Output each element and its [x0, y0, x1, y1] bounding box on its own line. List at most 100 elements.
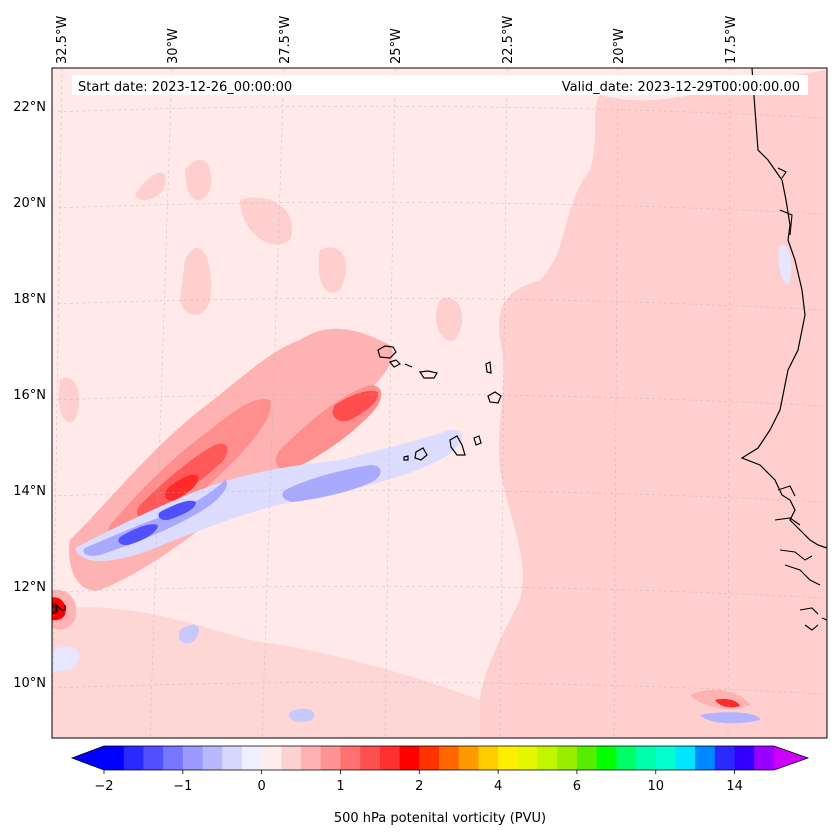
colorbar-segment: [241, 746, 263, 770]
colorbar-tick-label: −2: [94, 779, 113, 794]
moderate-pv-patch: [318, 247, 347, 293]
colorbar-segment: [399, 746, 420, 770]
colorbar-segment: [320, 746, 341, 770]
longitude-labels: 32.5°W 30°W 27.5°W 25°W 22.5°W 20°W 17.5…: [55, 16, 739, 64]
colorbar-segment: [222, 746, 243, 770]
colorbar-segment: [360, 746, 381, 770]
colorbar-tick-label: 14: [726, 779, 743, 794]
lon-label: 30°W: [166, 28, 181, 64]
moderate-pv-band-south: [52, 607, 480, 738]
negative-pv-patch: [178, 624, 200, 644]
colorbar-segment: [379, 746, 401, 770]
pv-spot-west-center: [52, 602, 59, 615]
negative-pv-core: [118, 524, 158, 546]
colorbar-segment: [695, 746, 716, 770]
colorbar-segment: [596, 746, 617, 770]
colorbar-segment: [576, 746, 598, 770]
lat-label: 16°N: [13, 388, 46, 403]
colorbar-segment: [734, 746, 755, 770]
negative-pv-core: [158, 500, 196, 521]
pv-spot-west-core: [52, 597, 66, 621]
coastline-detail: [774, 167, 827, 631]
lon-label: 22.5°W: [501, 16, 516, 64]
colorbar-segment: [143, 746, 164, 770]
colorbar-segment: [439, 746, 460, 770]
colorbar-segment: [517, 746, 539, 770]
pv-max-core: [165, 474, 199, 501]
negative-pv-patch: [778, 244, 792, 285]
colorbar-tick-label: 10: [647, 779, 664, 794]
lon-label: 27.5°W: [278, 16, 293, 64]
lon-label: 32.5°W: [55, 16, 70, 64]
moderate-pv-patch: [135, 172, 166, 201]
colorbar-tick-label: 1: [336, 779, 344, 794]
negative-pv-band-2: [282, 465, 381, 502]
lat-label: 22°N: [13, 100, 46, 115]
pv-spot-southeast-core: [715, 698, 740, 708]
colorbar-segment: [655, 746, 676, 770]
date-banner: [72, 75, 808, 95]
negative-pv-band-outer: [75, 430, 463, 562]
start-date-label: Start date: 2023-12-26_00:00:00: [78, 80, 292, 95]
moderate-pv-patch: [435, 298, 463, 341]
lon-label: 17.5°W: [724, 16, 739, 64]
colorbar-segment: [419, 746, 440, 770]
lon-label: 25°W: [389, 28, 404, 64]
pv-filament-core-2: [332, 390, 379, 422]
colorbar-tick-label: 0: [258, 779, 266, 794]
colorbar-segment: [675, 746, 696, 770]
colorbar-segment: [458, 746, 479, 770]
colorbar-ticks: −2 −1 0 1 2 4 6 10 14: [94, 770, 743, 794]
colorbar-tick-label: 4: [494, 779, 502, 794]
point-label: 2: [52, 604, 67, 612]
colorbar-tick-label: −1: [173, 779, 192, 794]
colorbar-segment: [301, 746, 322, 770]
colorbar-segment: [281, 746, 302, 770]
map-frame: [51, 67, 828, 739]
colorbar-segments: [104, 746, 775, 770]
colorbar-segment: [182, 746, 204, 770]
colorbar-extend-low: [72, 746, 104, 770]
africa-coastline: [740, 68, 827, 549]
colorbar-segment: [340, 746, 361, 770]
colorbar-segment: [557, 746, 578, 770]
colorbar-segment: [123, 746, 144, 770]
moderate-pv-patch: [240, 197, 292, 245]
gridlines: [52, 68, 827, 738]
moderate-pv-east-region: [478, 70, 827, 738]
negative-pv-patch: [700, 712, 760, 724]
lat-label: 12°N: [13, 580, 46, 595]
lat-label: 20°N: [13, 196, 46, 211]
colorbar-label: 500 hPa potenital vorticity (PVU): [334, 811, 546, 826]
colorbar-segment: [616, 746, 637, 770]
moderate-pv-patch: [185, 159, 211, 201]
map-panel: 2: [52, 68, 827, 738]
colorbar-tick-label: 6: [573, 779, 581, 794]
colorbar-segment: [537, 746, 558, 770]
valid-date-label: Valid_date: 2023-12-29T00:00:00.00: [562, 80, 800, 95]
negative-pv-patch: [52, 646, 80, 672]
colorbar-segment: [202, 746, 223, 770]
lat-label: 14°N: [13, 484, 46, 499]
colorbar-segment: [498, 746, 519, 770]
colorbar-segment: [104, 746, 125, 770]
colorbar-tick-label: 2: [415, 779, 423, 794]
negative-pv-band: [83, 480, 228, 556]
lat-label: 18°N: [13, 292, 46, 307]
moderate-pv-patch: [58, 377, 80, 423]
colorbar-segment: [261, 746, 282, 770]
latitude-labels: 22°N 20°N 18°N 16°N 14°N 12°N 10°N: [13, 100, 46, 691]
moderate-pv-patch: [180, 247, 211, 315]
colorbar-segment: [478, 746, 499, 770]
colorbar-segment: [714, 746, 736, 770]
lat-label: 10°N: [13, 676, 46, 691]
cabo-verde-islands: [377, 345, 502, 461]
colorbar-segment: [636, 746, 657, 770]
colorbar: −2 −1 0 1 2 4 6 10 14 500 hPa potenital vorticit…: [70, 745, 810, 826]
colorbar-segment: [163, 746, 184, 770]
negative-pv-patch: [289, 708, 315, 723]
colorbar-extend-high: [774, 746, 808, 770]
lon-label: 20°W: [612, 28, 627, 64]
colorbar-segment: [754, 746, 775, 770]
